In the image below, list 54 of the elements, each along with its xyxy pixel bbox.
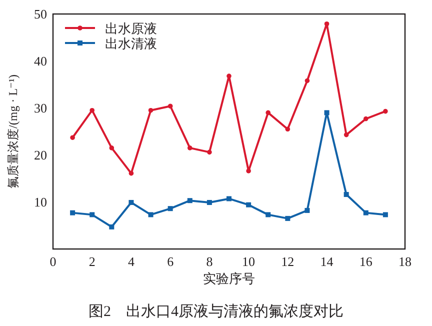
point [187,198,192,204]
point [207,150,212,155]
point [128,200,134,205]
x-tick-label: 6 [167,254,174,269]
point [187,146,192,150]
legend-label: 出水清液 [105,36,157,51]
point [383,108,388,114]
y-axis-title: 氟质量浓度/(mg · L⁻¹) [6,74,20,188]
point [109,146,114,150]
y-tick-label: 10 [34,194,47,210]
point [266,212,271,218]
point [266,110,271,116]
point [70,135,75,140]
point [148,108,154,113]
point [363,116,368,122]
legend-label: 出水原液 [105,21,157,36]
point [324,110,330,116]
point [226,196,232,202]
point [344,132,349,138]
x-tick-label: 18 [398,254,412,269]
y-tick-label: 30 [34,100,47,116]
point [148,212,154,218]
point [246,202,252,208]
point [304,208,310,213]
x-axis-title: 实验序号 [203,271,255,286]
point [382,212,388,218]
point [285,126,290,132]
x-tick-label: 8 [206,254,213,269]
x-tick-label: 4 [128,254,135,269]
point [285,216,290,221]
point [128,170,134,176]
point [206,200,212,205]
x-tick-label: 12 [281,254,294,269]
point [304,78,310,84]
point [226,74,232,78]
point [90,212,95,218]
point [246,168,251,174]
y-tick-label: 20 [34,148,47,162]
x-tick-label: 14 [320,254,334,269]
point [109,224,114,230]
text: 图2 出水口4原液与清液的氟浓度对比 [88,303,344,320]
point [168,104,173,109]
x-tick-label: 2 [88,254,96,269]
y-tick-label: 40 [34,54,47,68]
x-tick-label: 16 [359,254,373,269]
point [90,108,95,113]
point [70,210,76,216]
point [344,192,349,197]
point [363,210,368,216]
x-tick-label: 0 [50,254,56,269]
y-tick-label: 50 [34,6,47,22]
point [324,21,330,26]
point [168,206,173,212]
x-tick-label: 10 [242,254,256,269]
